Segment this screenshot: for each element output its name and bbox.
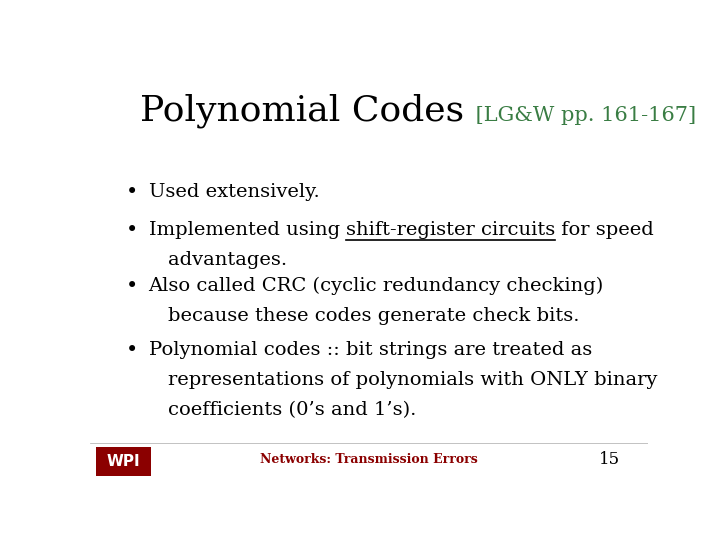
Text: coefficients (0’s and 1’s).: coefficients (0’s and 1’s). xyxy=(168,401,416,419)
Text: Also called CRC (cyclic redundancy checking): Also called CRC (cyclic redundancy check… xyxy=(148,277,604,295)
Text: for speed: for speed xyxy=(555,221,654,239)
Text: 15: 15 xyxy=(599,451,620,468)
Text: Networks: Transmission Errors: Networks: Transmission Errors xyxy=(260,453,478,467)
Bar xyxy=(96,447,151,476)
Text: Polynomial Codes: Polynomial Codes xyxy=(140,94,464,129)
Text: representations of polynomials with ONLY binary: representations of polynomials with ONLY… xyxy=(168,371,657,389)
Text: •: • xyxy=(126,341,138,360)
Text: Polynomial codes :: bit strings are treated as: Polynomial codes :: bit strings are trea… xyxy=(148,341,592,359)
Text: because these codes generate check bits.: because these codes generate check bits. xyxy=(168,307,580,325)
Text: •: • xyxy=(126,221,138,240)
Text: •: • xyxy=(126,277,138,296)
Text: advantages.: advantages. xyxy=(168,251,287,269)
Text: WPI: WPI xyxy=(107,454,140,469)
Text: •: • xyxy=(126,183,138,202)
Text: [LG&W pp. 161-167]: [LG&W pp. 161-167] xyxy=(469,106,696,125)
Text: Used extensively.: Used extensively. xyxy=(148,183,320,201)
Text: shift-register circuits: shift-register circuits xyxy=(346,221,555,239)
Text: Implemented using: Implemented using xyxy=(148,221,346,239)
